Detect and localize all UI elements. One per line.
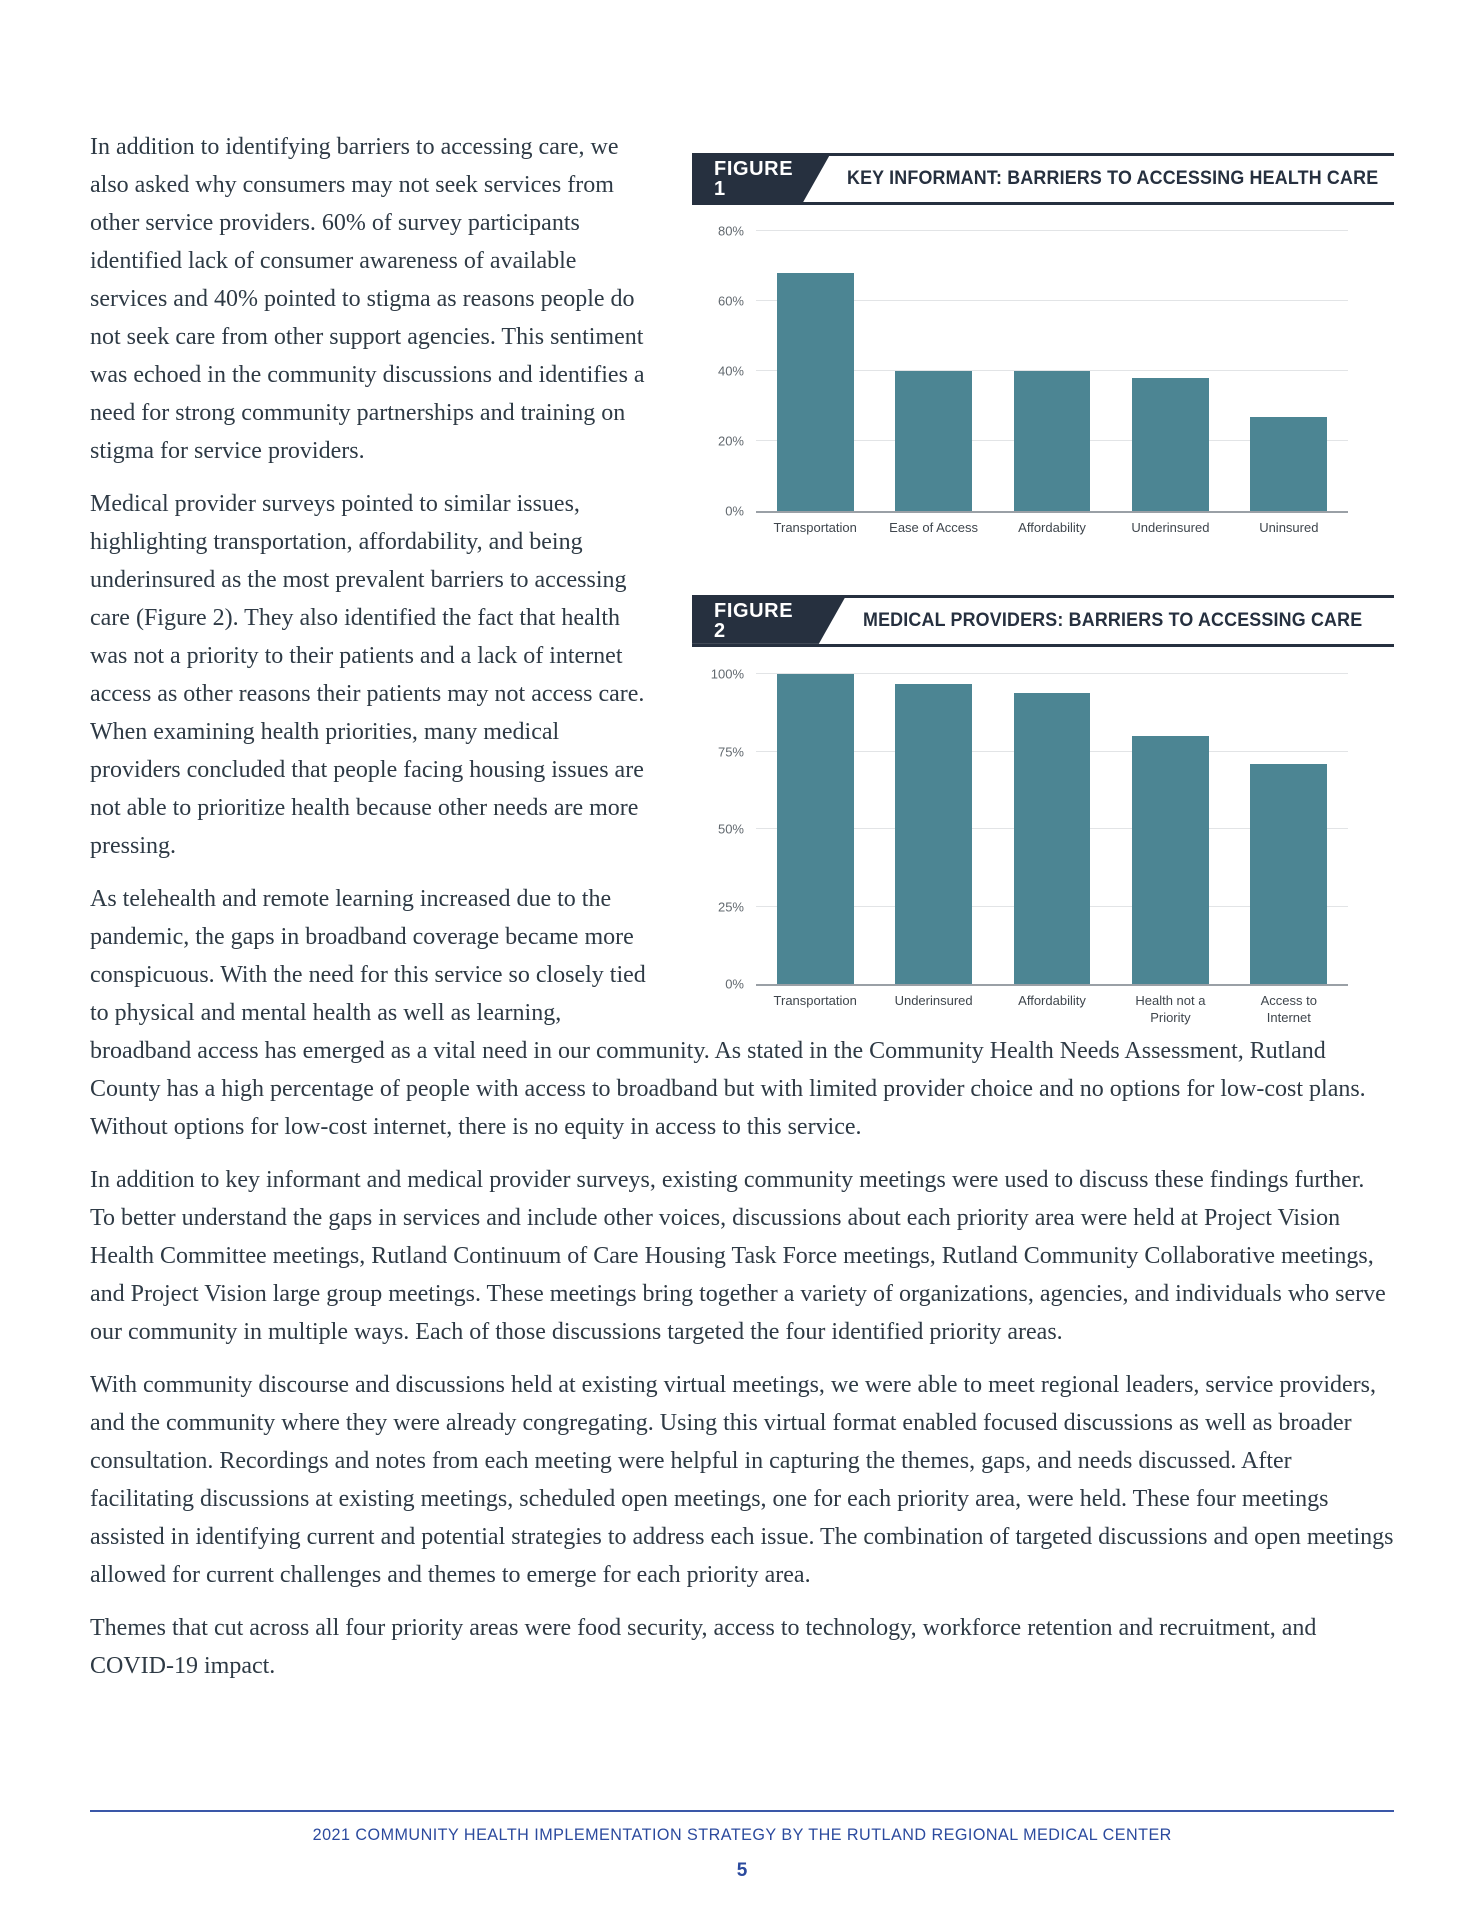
paragraph-medical-provider-surveys: Medical provider surveys pointed to simi… <box>90 491 645 859</box>
figure-1-bar-chart: 0% 20% 40% 60% 80% Transportation Ease of Acc… <box>692 205 1394 537</box>
y-axis-tick-label-75: 75% <box>717 744 744 760</box>
page-footer: 2021 COMMUNITY HEALTH IMPLEMENTATION STR… <box>90 1810 1394 1882</box>
x-axis-label-ease-of-access: Ease of Access <box>889 520 979 535</box>
bar-access-to-internet <box>1250 764 1328 984</box>
y-axis-tick-label-100: 100% <box>710 666 744 682</box>
bar-slot-access-to-internet <box>1230 659 1348 984</box>
figure-1: FIGURE 1 KEY INFORMANT: BARRIERS TO ACCE… <box>692 153 1394 537</box>
figure-1-plot-area: 0% 20% 40% 60% 80% <box>718 217 1348 519</box>
page-number: 5 <box>736 1860 748 1881</box>
bars-group <box>756 659 1348 984</box>
x-axis-label-underinsured: Underinsured <box>894 992 973 1008</box>
x-axis-label-affordability: Affordability <box>1018 520 1086 535</box>
x-axis-label-affordability: Affordability <box>1018 992 1086 1008</box>
y-axis-tick-label-25: 25% <box>717 899 744 915</box>
footer-document-title: 2021 COMMUNITY HEALTH IMPLEMENTATION STR… <box>90 1825 1394 1845</box>
bar-slot-affordability <box>993 659 1111 984</box>
figure-1-title: KEY INFORMANT: BARRIERS TO ACCESSING HEA… <box>847 168 1379 189</box>
paragraph-barriers-consumers: In addition to identifying barriers to a… <box>90 134 645 464</box>
figure-2-badge: FIGURE 2 <box>692 598 845 644</box>
bar-ease-of-access <box>895 371 973 511</box>
bar-slot-underinsured <box>874 659 992 984</box>
x-axis-label-transportation: Transportation <box>773 520 857 535</box>
gridline-60 <box>756 300 1348 301</box>
gridline-40 <box>756 370 1348 371</box>
gridline-80 <box>756 230 1348 231</box>
bar-slot-underinsured <box>1111 217 1229 511</box>
figure-2-bar-chart: 0% 25% 50% 75% 100% Transportation Underinsur… <box>692 647 1394 1027</box>
footer-divider <box>90 1810 1394 1812</box>
figure-2: FIGURE 2 MEDICAL PROVIDERS: BARRIERS TO … <box>692 594 1394 1027</box>
bar-slot-transportation <box>756 217 874 511</box>
y-axis-tick-label-40: 40% <box>717 363 744 379</box>
y-axis-tick-label-0: 0% <box>725 976 744 992</box>
bar-slot-affordability <box>993 217 1111 511</box>
figure-2-plot-area: 0% 25% 50% 75% 100% <box>711 659 1348 991</box>
bar-affordability <box>1013 371 1091 511</box>
bar-underinsured <box>1131 378 1209 511</box>
x-axis-label-uninsured: Uninsured <box>1259 520 1319 535</box>
x-axis-label-access-to-internet: Access to Internet <box>1260 992 1317 1025</box>
figure-1-badge: FIGURE 1 <box>692 156 829 202</box>
figure-2-title: MEDICAL PROVIDERS: BARRIERS TO ACCESSING… <box>862 609 1363 631</box>
y-axis-tick-label-20: 20% <box>717 433 744 449</box>
bar-slot-health-not-a-priority <box>1111 659 1229 984</box>
y-axis-tick-label-50: 50% <box>717 821 744 837</box>
bar-health-not-a-priority <box>1131 736 1209 984</box>
y-axis-tick-label-0: 0% <box>725 503 744 519</box>
figure-2-header: FIGURE 2 MEDICAL PROVIDERS: BARRIERS TO … <box>692 594 1394 647</box>
x-axis-label-underinsured: Underinsured <box>1131 520 1210 535</box>
y-axis-tick-label-80: 80% <box>717 223 744 239</box>
paragraph-cross-cutting-themes: Themes that cut across all four priority… <box>90 1615 1317 1679</box>
figure-2-x-axis-labels: Transportation Underinsured Affordability H… <box>756 993 1348 1027</box>
paragraph-virtual-meetings: With community discourse and discussions… <box>90 1372 1394 1588</box>
bar-transportation <box>776 273 854 511</box>
x-axis-label-health-not-a-priority: Health not a Priority <box>1135 992 1206 1025</box>
figure-1-header: FIGURE 1 KEY INFORMANT: BARRIERS TO ACCE… <box>692 153 1394 205</box>
figure-column: FIGURE 1 KEY INFORMANT: BARRIERS TO ACCE… <box>692 153 1394 1027</box>
bar-underinsured <box>895 683 973 984</box>
bar-uninsured <box>1250 416 1328 511</box>
paragraph-community-meetings: In addition to key informant and medical… <box>90 1167 1386 1345</box>
bar-transportation <box>776 674 854 984</box>
figure-1-x-axis-labels: Transportation Ease of Access Affordabilit… <box>756 520 1348 537</box>
bar-slot-transportation <box>756 659 874 984</box>
bar-affordability <box>1013 692 1091 984</box>
y-axis-tick-label-60: 60% <box>717 293 744 309</box>
bars-group <box>756 217 1348 511</box>
bar-slot-uninsured <box>1230 217 1348 511</box>
footer-document-title-text: 2021 COMMUNITY HEALTH IMPLEMENTATION STR… <box>312 1825 1172 1844</box>
gridline-100 <box>756 673 1348 675</box>
x-axis-label-transportation: Transportation <box>773 992 857 1008</box>
paragraph-telehealth-broadband: As telehealth and remote learning increa… <box>90 886 1366 1140</box>
bar-slot-ease-of-access <box>874 217 992 511</box>
